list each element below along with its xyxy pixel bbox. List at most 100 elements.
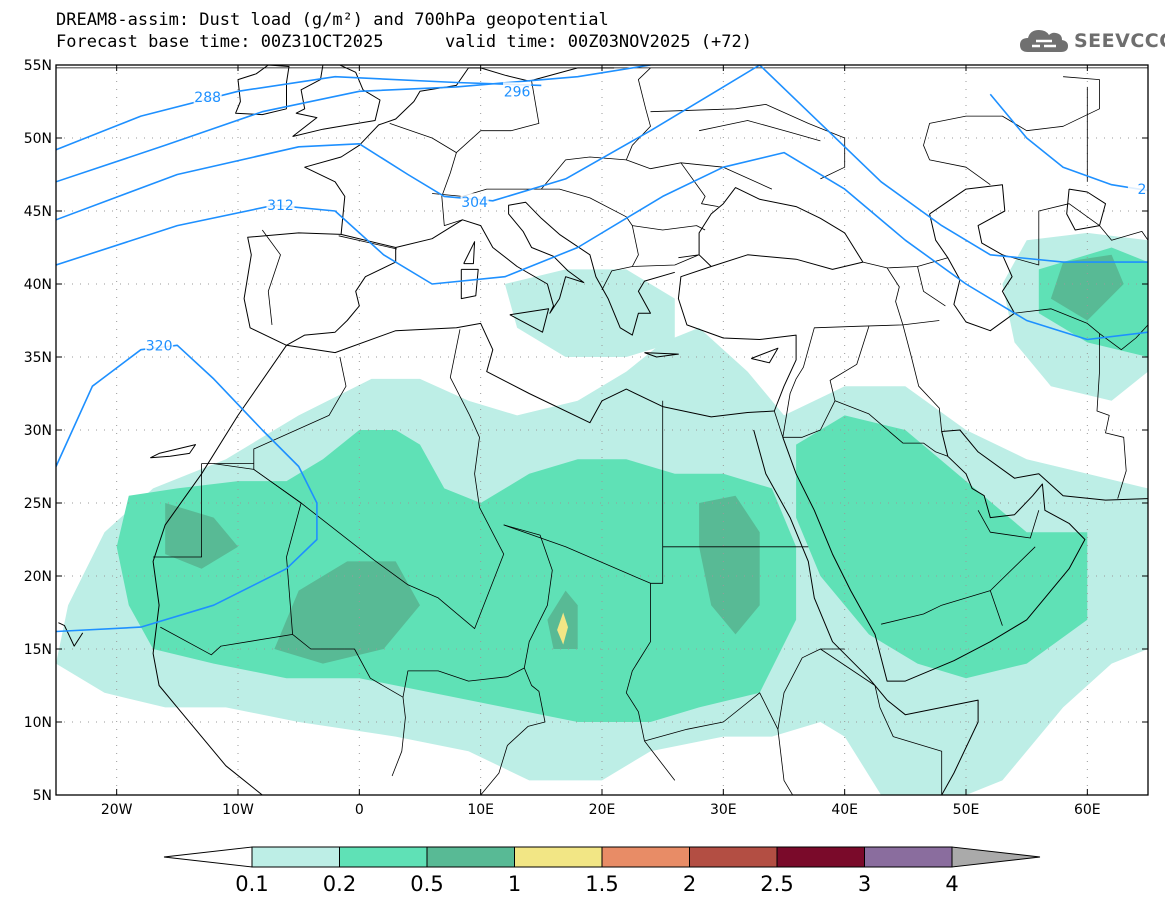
country-border — [650, 104, 846, 180]
country-border — [977, 510, 1040, 539]
colorbar-level-label: 1 — [508, 872, 521, 896]
coastline-italy-coast — [395, 201, 675, 336]
coastline-west-africa-coast — [152, 345, 287, 795]
dust-region-level-3 — [699, 495, 760, 635]
contour-label: 296 — [504, 84, 531, 100]
country-border — [456, 81, 540, 153]
country-border — [1002, 203, 1148, 266]
lat-tick-label: 35N — [24, 350, 52, 366]
seevccc-logo: SEEVCCC — [1018, 26, 1165, 56]
dust-region-level-2 — [796, 415, 1088, 679]
lon-tick-label: 10E — [467, 802, 494, 818]
valid-time: valid time: 00Z03NOV2025 (+72) — [444, 32, 752, 52]
colorbar-swatch — [864, 846, 953, 868]
contour-label: 288 — [194, 90, 221, 106]
country-border — [632, 225, 706, 231]
country-border — [338, 235, 397, 250]
graticule-grid — [56, 65, 1148, 795]
colorbar-swatch — [426, 846, 515, 868]
coastline-iberia-coast — [243, 232, 397, 346]
contour-label-bg — [145, 336, 174, 353]
country-border — [886, 267, 904, 326]
forecast-base-time: Forecast base time: 00Z31OCT2025 — [56, 32, 384, 52]
country-border — [432, 145, 633, 197]
colorbar-under-triangle — [163, 846, 253, 868]
lon-tick-label: 20W — [101, 802, 133, 818]
country-border — [650, 400, 664, 584]
country-border — [632, 67, 651, 146]
geopotential-contour — [759, 65, 1148, 263]
coastlines — [58, 65, 1148, 795]
coastline-north-africa-coast — [286, 322, 775, 424]
colorbar-level-label: 2.5 — [760, 872, 793, 896]
coastline-black-sea-north — [698, 187, 864, 267]
country-border — [480, 524, 553, 795]
lat-tick-label: 40N — [24, 277, 52, 293]
geopotential-contour — [989, 93, 1148, 192]
logo-text: SEEVCCC — [1074, 30, 1165, 52]
country-border — [777, 648, 845, 730]
lat-tick-label: 5N — [33, 788, 52, 804]
colorbar: 0.1 0.2 0.5 1 1.5 2 2.5 3 4 — [163, 846, 1041, 896]
contour-label: 2 — [1137, 182, 1146, 198]
country-border — [261, 229, 281, 325]
country-border — [389, 123, 463, 227]
coastline-cape-verde — [58, 622, 84, 647]
lon-tick-label: 50E — [953, 802, 980, 818]
country-border — [402, 667, 525, 698]
lon-tick-label: 10W — [222, 802, 254, 818]
colorbar-level-label: 3 — [858, 872, 871, 896]
contour-label-bg — [266, 196, 295, 213]
colorbar-level-label: 0.1 — [235, 872, 268, 896]
colorbar-swatch — [776, 846, 865, 868]
colorbar-level-label: 0.5 — [410, 872, 443, 896]
coastline-crete — [644, 352, 679, 358]
country-border — [879, 707, 943, 795]
country-border — [699, 120, 821, 142]
country-border — [292, 634, 406, 777]
country-border — [253, 329, 505, 629]
country-border — [626, 159, 719, 207]
country-border — [881, 546, 1036, 625]
colorbar-level-label: 4 — [945, 872, 958, 896]
country-border — [153, 463, 254, 558]
coastline-ireland — [235, 65, 290, 116]
country-border — [923, 76, 1100, 186]
geopotential-contour — [56, 151, 1148, 341]
coastline-sicily — [509, 308, 550, 333]
colorbar-level-label: 0.2 — [323, 872, 356, 896]
country-border — [773, 320, 940, 438]
contour-label: 312 — [267, 198, 294, 214]
lon-tick-label: 60E — [1074, 802, 1101, 818]
lat-tick-label: 15N — [24, 642, 52, 658]
country-border — [782, 400, 948, 457]
coastline-arabia-coast — [782, 429, 1148, 682]
lat-tick-label: 20N — [24, 569, 52, 585]
geopotential-contour — [56, 75, 542, 151]
geopotential-contour — [56, 65, 761, 221]
colorbar-level-label: 1.5 — [585, 872, 618, 896]
geopotential-contour — [56, 344, 318, 633]
country-border — [917, 266, 946, 307]
country-borders — [56, 67, 1148, 795]
country-border — [862, 257, 948, 269]
lat-tick-label: 30N — [24, 423, 52, 439]
colorbar-swatch — [689, 846, 778, 868]
coastline-red-sea-west — [753, 429, 979, 795]
coastline-france-coast — [304, 67, 615, 235]
coastline-caspian — [929, 184, 1015, 332]
contour-label-bg — [193, 88, 222, 105]
colorbar-level-label: 2 — [683, 872, 696, 896]
lon-tick-label: 20E — [589, 802, 616, 818]
coastline-corsica — [463, 241, 476, 265]
lat-tick-label: 25N — [24, 496, 52, 512]
lat-tick-label: 10N — [24, 715, 52, 731]
country-border — [1096, 333, 1127, 499]
cloud-icon — [1020, 30, 1068, 52]
map-axes: 55N 50N 45N 40N 35N 30N 25N 20N 15N 10N 5N 20W 10W 0 1… — [24, 58, 1148, 818]
dust-region-level-4 — [557, 612, 568, 645]
lon-tick-label: 0 — [355, 802, 364, 818]
colorbar-swatch — [339, 846, 428, 868]
colorbar-over-triangle — [951, 846, 1041, 868]
country-border — [902, 324, 943, 432]
